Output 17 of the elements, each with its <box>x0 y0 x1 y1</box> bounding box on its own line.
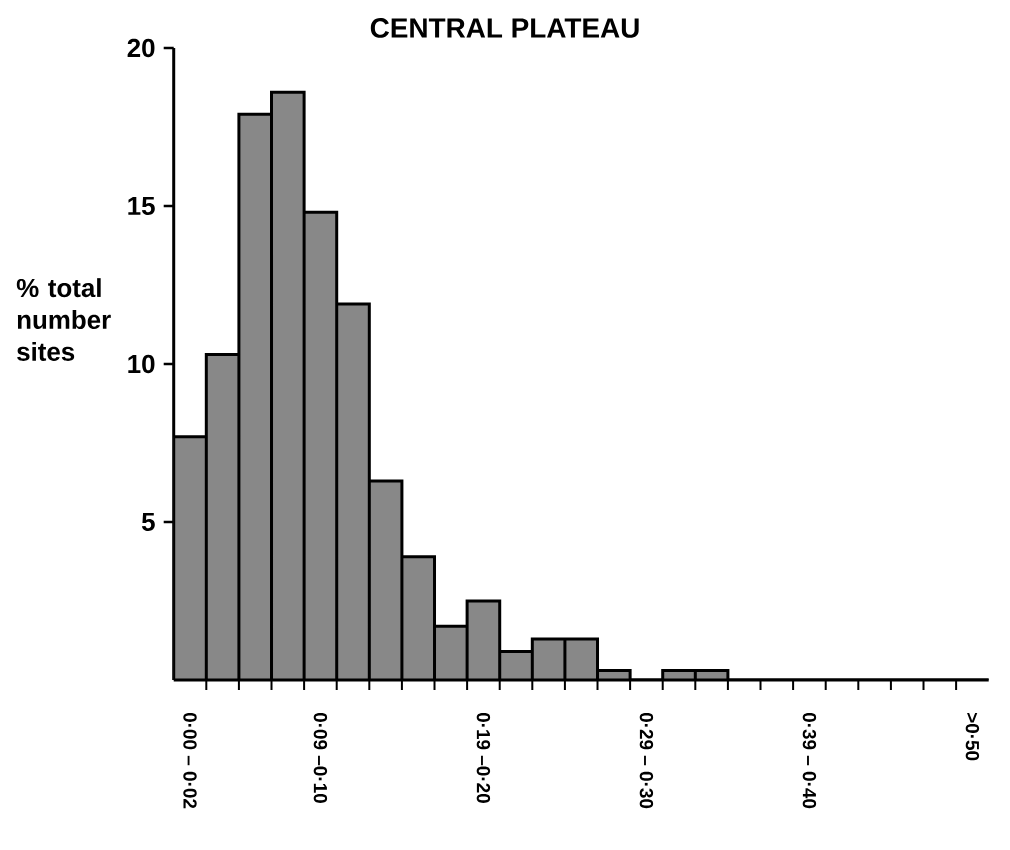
y-tick-label: 10 <box>128 354 155 374</box>
x-tick-label: 0·29 – 0·30 <box>639 712 654 809</box>
bar <box>238 114 272 680</box>
bar <box>173 436 207 680</box>
y-tick-label: 15 <box>128 196 155 216</box>
y-axis-title: % total number sites <box>16 278 111 361</box>
bar <box>401 556 435 680</box>
bar <box>271 92 305 680</box>
x-tick-label: >0·50 <box>965 712 980 761</box>
chart-title: CENTRAL PLATEAU <box>370 18 639 38</box>
x-tick-label: 0·19 –0·20 <box>476 712 491 803</box>
x-tick-label: 0·09 –0·10 <box>313 712 328 803</box>
x-tick-label: 0·00 – 0·02 <box>183 712 197 809</box>
x-tick-label: 0·39 – 0·40 <box>802 712 817 809</box>
bar <box>336 303 370 680</box>
y-tick-label: 5 <box>141 512 155 532</box>
y-tick-label: 20 <box>127 38 155 58</box>
